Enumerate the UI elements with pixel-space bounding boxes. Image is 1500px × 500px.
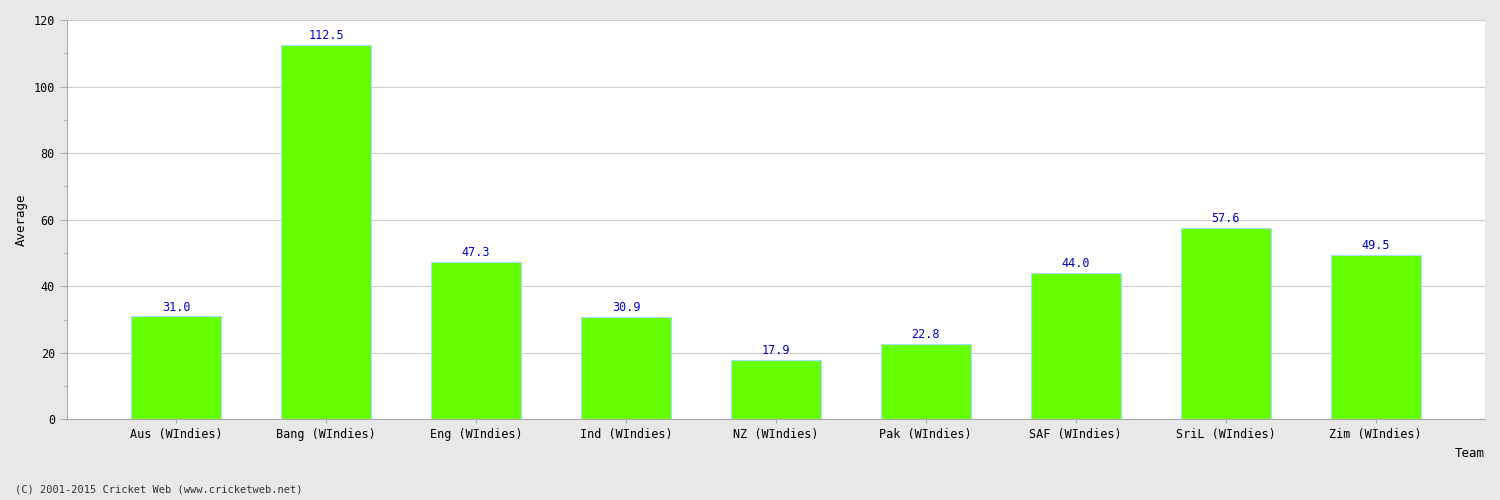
Text: 112.5: 112.5	[309, 30, 344, 43]
Text: 30.9: 30.9	[612, 301, 640, 314]
Bar	[280, 45, 370, 420]
Bar	[580, 316, 670, 420]
Bar	[1030, 273, 1120, 420]
Text: 22.8: 22.8	[912, 328, 940, 341]
Bar	[1330, 254, 1420, 420]
X-axis label: Team: Team	[1455, 447, 1485, 460]
Bar	[1180, 228, 1270, 420]
Text: 31.0: 31.0	[162, 300, 190, 314]
Text: (C) 2001-2015 Cricket Web (www.cricketweb.net): (C) 2001-2015 Cricket Web (www.cricketwe…	[15, 485, 303, 495]
Bar	[880, 344, 971, 419]
Text: 17.9: 17.9	[762, 344, 790, 357]
Bar	[130, 316, 220, 420]
Y-axis label: Average: Average	[15, 194, 28, 246]
Text: 44.0: 44.0	[1062, 258, 1090, 270]
Text: 47.3: 47.3	[462, 246, 490, 260]
Text: 49.5: 49.5	[1362, 239, 1390, 252]
Text: 57.6: 57.6	[1212, 212, 1240, 225]
Bar	[430, 262, 520, 420]
Bar	[730, 360, 821, 420]
